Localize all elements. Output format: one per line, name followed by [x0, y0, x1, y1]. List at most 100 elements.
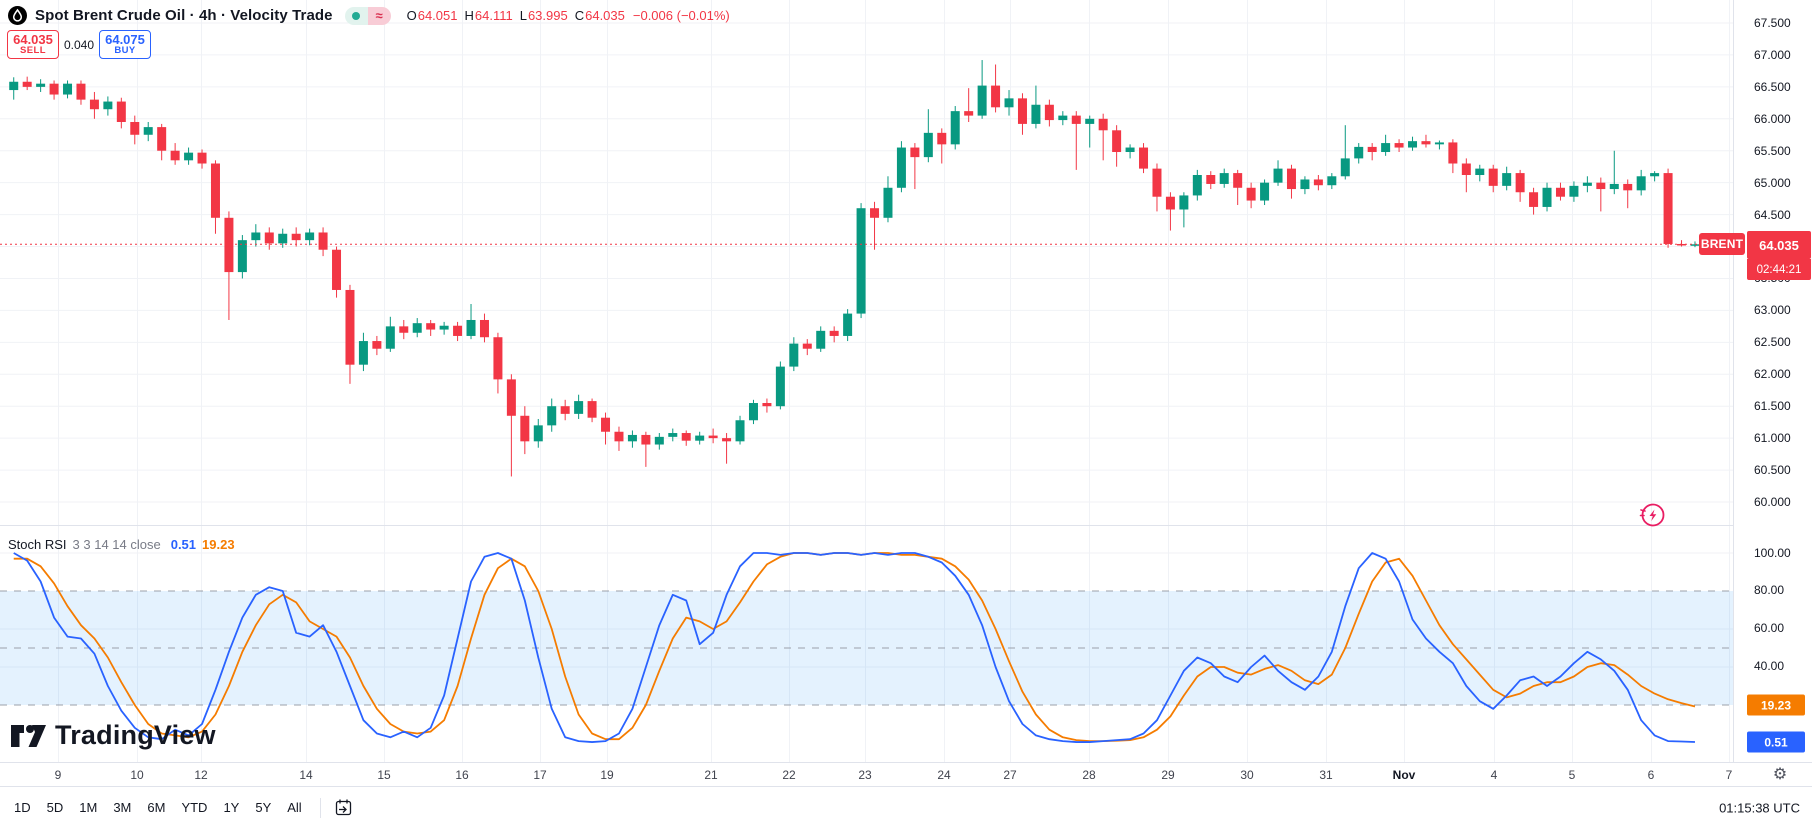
gear-icon[interactable]: ⚙ — [1772, 766, 1788, 783]
candle — [1636, 176, 1646, 191]
time-axis-separator — [0, 762, 1812, 763]
candle — [1690, 244, 1700, 246]
range-button-1d[interactable]: 1D — [14, 800, 31, 815]
chart-canvas[interactable] — [0, 0, 1733, 762]
candle — [1609, 183, 1619, 190]
range-button-5d[interactable]: 5D — [46, 800, 64, 815]
candle — [493, 337, 503, 380]
candle — [1098, 118, 1108, 131]
range-button-1m[interactable]: 1M — [79, 800, 98, 815]
price-axis-label: 66.500 — [1754, 80, 1791, 94]
candle — [9, 81, 19, 91]
candle — [910, 147, 920, 158]
candle — [896, 147, 906, 188]
market-status-badge[interactable]: ≈ — [344, 6, 391, 25]
indicator-axis-label: 40.00 — [1754, 659, 1785, 673]
candle — [1260, 182, 1270, 201]
candle — [762, 403, 772, 407]
candle — [1381, 143, 1391, 153]
candle — [1273, 168, 1283, 183]
indicator-params: 3 3 14 14 close — [72, 537, 161, 552]
candle — [923, 132, 933, 158]
price-axis[interactable]: 67.500 67.000 66.500 66.000 65.500 65.000 64.5… — [1733, 0, 1812, 762]
candle — [1515, 173, 1525, 193]
candle — [264, 232, 274, 244]
buy-price: 64.075 — [105, 31, 145, 47]
candle — [1555, 187, 1565, 197]
candle — [1246, 187, 1256, 201]
price-axis-label: 61.500 — [1754, 399, 1791, 413]
candle — [681, 433, 691, 441]
candle — [143, 127, 153, 135]
buy-label: BUY — [114, 45, 136, 57]
pane-divider[interactable] — [0, 525, 1812, 526]
candle — [587, 401, 597, 418]
go-to-date-button[interactable] — [331, 795, 357, 821]
price-axis-label: 62.500 — [1754, 335, 1791, 349]
candle — [614, 431, 624, 442]
close-value: 64.035 — [585, 8, 625, 23]
range-button-all[interactable]: All — [287, 800, 302, 815]
time-axis[interactable]: 9 10 12 14 15 16 17 19 21 22 23 24 27 28 29 30 31 Nov 4 5 6 7… — [0, 763, 1812, 786]
candle — [937, 132, 947, 145]
low-label: L — [519, 8, 527, 23]
open-value: 64.051 — [417, 8, 458, 23]
range-buttons: 1D 5D 1M 3M 6M YTD 1Y 5Y All — [6, 796, 310, 819]
range-button-3m[interactable]: 3M — [113, 800, 132, 815]
candle — [977, 85, 987, 116]
candle — [170, 150, 180, 161]
toolbar-separator — [0, 786, 1812, 787]
candle — [1367, 146, 1377, 153]
candle — [1569, 185, 1579, 197]
indicator-name[interactable]: Stoch RSI — [8, 537, 67, 552]
server-clock[interactable]: 01:15:38 UTC — [1719, 800, 1800, 815]
boost-flash-icon[interactable] — [1638, 501, 1666, 529]
candle — [1434, 142, 1444, 145]
candle — [775, 366, 785, 407]
candle — [547, 406, 557, 426]
range-button-5y[interactable]: 5Y — [255, 800, 272, 815]
symbol-header: Spot Brent Crude Oil · 4h · Velocity Tra… — [8, 6, 730, 25]
candle — [1354, 146, 1364, 159]
indicator-axis-label: 80.00 — [1754, 583, 1785, 597]
spread-value: 0.040 — [63, 37, 95, 52]
time-axis-label: 21 — [704, 767, 718, 782]
candle — [278, 233, 288, 244]
candle — [1165, 196, 1175, 210]
candle — [668, 433, 678, 437]
symbol-title[interactable]: Spot Brent Crude Oil · 4h · Velocity Tra… — [35, 7, 333, 24]
sell-button[interactable]: 64.035 SELL — [7, 30, 59, 59]
candle — [1192, 175, 1202, 196]
bar-countdown: 02:44:21 — [1747, 259, 1811, 280]
candle — [1313, 179, 1323, 186]
range-button-ytd[interactable]: YTD — [181, 800, 208, 815]
close-label: C — [574, 8, 585, 23]
candle — [1448, 142, 1458, 164]
buy-button[interactable]: 64.075 BUY — [99, 30, 151, 59]
candle — [251, 232, 261, 241]
candle — [1152, 168, 1162, 197]
candle — [358, 341, 368, 365]
candle — [385, 326, 395, 349]
candle — [103, 101, 113, 110]
candle — [816, 330, 826, 349]
time-axis-label: 31 — [1319, 767, 1333, 782]
sell-label: SELL — [20, 45, 46, 57]
high-label: H — [464, 8, 474, 23]
candle — [1623, 183, 1633, 191]
candle — [49, 83, 59, 95]
range-button-6m[interactable]: 6M — [147, 800, 166, 815]
candle — [318, 232, 328, 250]
candle — [1461, 163, 1471, 176]
candle — [1663, 173, 1673, 244]
candle — [1112, 130, 1122, 153]
calendar-icon — [336, 799, 352, 816]
range-button-1y[interactable]: 1Y — [223, 800, 240, 815]
candle — [210, 163, 220, 218]
candle — [479, 319, 489, 338]
candle — [1650, 173, 1660, 177]
candle — [372, 341, 382, 349]
candle — [453, 325, 463, 336]
candle — [1286, 168, 1296, 190]
